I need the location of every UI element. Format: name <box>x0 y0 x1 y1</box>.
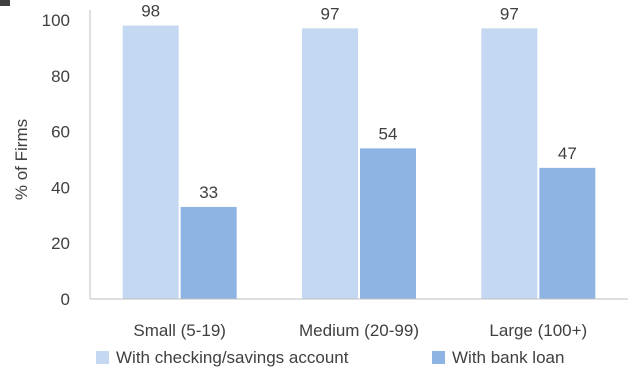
data-label: 97 <box>500 4 519 23</box>
legend-swatch <box>432 351 445 364</box>
y-tick-label: 100 <box>42 11 70 30</box>
category-labels: Small (5-19) Medium (20-99) Large (100+) <box>133 321 587 340</box>
data-label: 54 <box>379 124 398 143</box>
y-tick-label: 40 <box>51 178 70 197</box>
legend-entry: With bank loan <box>452 348 564 367</box>
y-tick-label: 20 <box>51 234 70 253</box>
bar <box>302 28 358 300</box>
category-label: Large (100+) <box>489 321 587 340</box>
bar <box>481 28 538 300</box>
category-label: Small (5-19) <box>133 321 226 340</box>
data-label: 98 <box>141 2 160 21</box>
legend-entry: With checking/savings account <box>116 348 349 367</box>
bar <box>360 148 416 299</box>
data-label: 47 <box>558 144 577 163</box>
clipped-title-fragment <box>0 0 10 6</box>
bars: 98 33 97 54 97 47 <box>122 2 596 300</box>
title-glyph-fragment <box>0 0 10 6</box>
bar <box>180 206 237 299</box>
y-axis-label: % of Firms <box>12 119 31 200</box>
bar <box>122 25 179 300</box>
y-tick-label: 60 <box>51 123 70 142</box>
data-label: 33 <box>199 183 218 202</box>
y-tick-label: 0 <box>61 290 70 309</box>
y-axis-ticks: 0 20 40 60 80 100 <box>42 11 70 309</box>
legend: With checking/savings account With bank l… <box>96 348 564 367</box>
bar <box>539 167 596 299</box>
data-label: 97 <box>321 4 340 23</box>
legend-swatch <box>96 351 109 364</box>
category-label: Medium (20-99) <box>299 321 419 340</box>
y-tick-label: 80 <box>51 67 70 86</box>
